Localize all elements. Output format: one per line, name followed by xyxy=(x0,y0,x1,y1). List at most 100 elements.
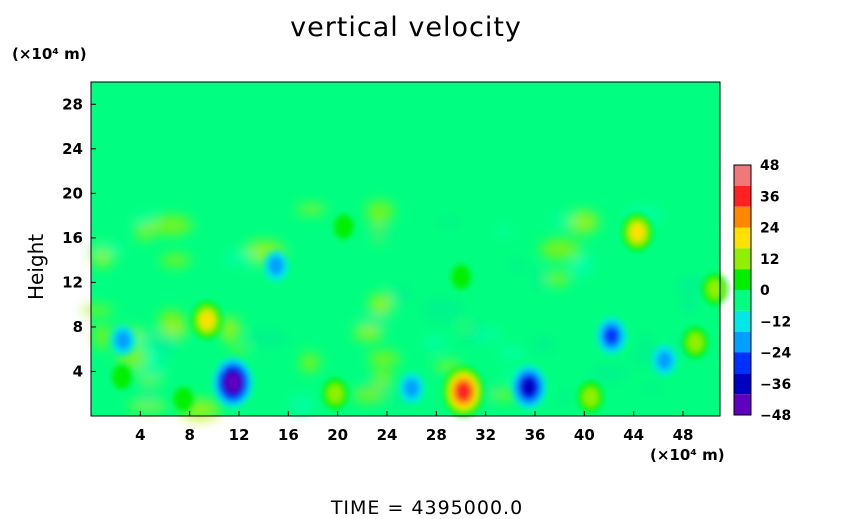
texture-blob xyxy=(89,243,126,254)
updraft-cell xyxy=(687,333,703,352)
colorbar-segment xyxy=(734,310,751,332)
colorbar-segment xyxy=(734,185,751,207)
y-tick-label: 12 xyxy=(62,273,83,291)
texture-blob xyxy=(150,215,192,236)
texture-blob xyxy=(81,305,114,315)
texture-blob xyxy=(640,384,665,394)
y-tick-label: 24 xyxy=(62,140,83,158)
x-tick-label: 24 xyxy=(377,426,398,444)
texture-blob xyxy=(638,332,652,347)
downdraft-cell xyxy=(115,330,131,350)
colorbar-segment xyxy=(734,165,751,186)
updraft-cell xyxy=(707,279,723,299)
downdraft-cell xyxy=(521,378,537,397)
texture-blob xyxy=(353,324,383,341)
colorbar-segment xyxy=(734,248,751,270)
texture-blob xyxy=(368,350,400,367)
texture-blob xyxy=(141,386,155,406)
texture-blob xyxy=(546,271,570,286)
y-tick-label: 8 xyxy=(73,318,83,336)
updraft-cell xyxy=(327,384,343,404)
colorbar-tick-label: 48 xyxy=(760,158,779,174)
y-tick-label: 16 xyxy=(62,229,83,247)
plot-area xyxy=(81,81,728,421)
x-tick-label: 8 xyxy=(184,426,194,444)
colorbar-frame xyxy=(733,164,752,416)
updraft-cell xyxy=(199,311,215,330)
updraft-cell xyxy=(334,214,354,239)
colorbar-segment xyxy=(734,352,751,374)
texture-blob xyxy=(570,259,586,276)
texture-blob xyxy=(219,316,241,342)
y-tick-label: 4 xyxy=(73,362,83,380)
x-tick-label: 36 xyxy=(525,426,546,444)
texture-blob xyxy=(470,328,502,340)
texture-blob xyxy=(566,210,599,234)
texture-blob xyxy=(434,361,463,371)
texture-blob xyxy=(300,353,320,373)
texture-blob xyxy=(155,331,178,355)
colorbar-tick-label: −24 xyxy=(760,346,791,362)
x-tick-label: 32 xyxy=(475,426,496,444)
updraft-cell xyxy=(630,223,645,242)
x-tick-label: 44 xyxy=(623,426,644,444)
velocity-cells xyxy=(110,213,728,417)
texture-blob xyxy=(225,250,257,266)
colorbar-tick-label: 24 xyxy=(760,221,780,237)
colorbar-segment xyxy=(734,394,751,415)
colorbar: 48 36 24 12 0 −12 −24 −36 −48 xyxy=(733,158,791,424)
field-background xyxy=(91,82,720,416)
colorbar-segment xyxy=(734,373,751,395)
downdraft-cell xyxy=(404,378,420,398)
downdraft-cell xyxy=(268,256,284,276)
texture-blob xyxy=(368,226,394,239)
texture-blob xyxy=(128,400,168,412)
time-label: TIME = 4395000.0 xyxy=(330,497,524,519)
updraft-cell xyxy=(451,264,471,290)
colorbar-segment xyxy=(734,206,751,228)
texture-blob xyxy=(386,286,413,304)
chart-title: vertical velocity xyxy=(290,12,522,43)
downdraft-cell xyxy=(604,326,619,345)
texture-blob xyxy=(532,266,547,291)
colorbar-segment xyxy=(734,227,751,249)
x-tick-label: 12 xyxy=(229,426,250,444)
texture-blob xyxy=(531,335,558,354)
texture-blob xyxy=(548,215,576,225)
texture-blob xyxy=(558,388,571,405)
x-tick-label: 16 xyxy=(278,426,299,444)
texture-blob xyxy=(679,294,698,315)
updraft-cell xyxy=(173,387,194,412)
texture-blob xyxy=(495,226,514,236)
texture-blob xyxy=(422,335,447,350)
texture-blob xyxy=(296,204,326,214)
texture-blob xyxy=(94,323,109,350)
colorbar-tick-label: 0 xyxy=(760,283,770,299)
updraft-cell xyxy=(582,387,599,407)
texture-blob xyxy=(287,395,315,414)
texture-blob xyxy=(539,238,581,260)
downdraft-cell xyxy=(656,350,673,370)
colorbar-segment xyxy=(734,269,751,290)
colorbar-tick-label: −36 xyxy=(760,377,791,393)
texture-blob xyxy=(161,253,191,267)
texture-blob xyxy=(369,293,393,315)
texture-blob xyxy=(498,346,525,359)
colorbar-tick-label: 12 xyxy=(760,252,779,268)
updraft-cell xyxy=(112,364,132,390)
y-tick-label: 28 xyxy=(62,95,83,113)
texture-blob xyxy=(230,345,248,354)
texture-blob xyxy=(372,369,393,387)
downdraft-cell xyxy=(225,373,241,392)
texture-blob xyxy=(352,387,386,403)
texture-blob xyxy=(588,364,630,383)
texture-blob xyxy=(675,275,706,295)
colorbar-segment xyxy=(734,331,751,353)
texture-blob xyxy=(357,314,394,326)
x-tick-label: 4 xyxy=(135,426,145,444)
x-tick-label: 28 xyxy=(426,426,447,444)
texture-blob xyxy=(421,297,464,323)
x-tick-label: 48 xyxy=(673,426,694,444)
colorbar-tick-label: −12 xyxy=(760,314,791,330)
